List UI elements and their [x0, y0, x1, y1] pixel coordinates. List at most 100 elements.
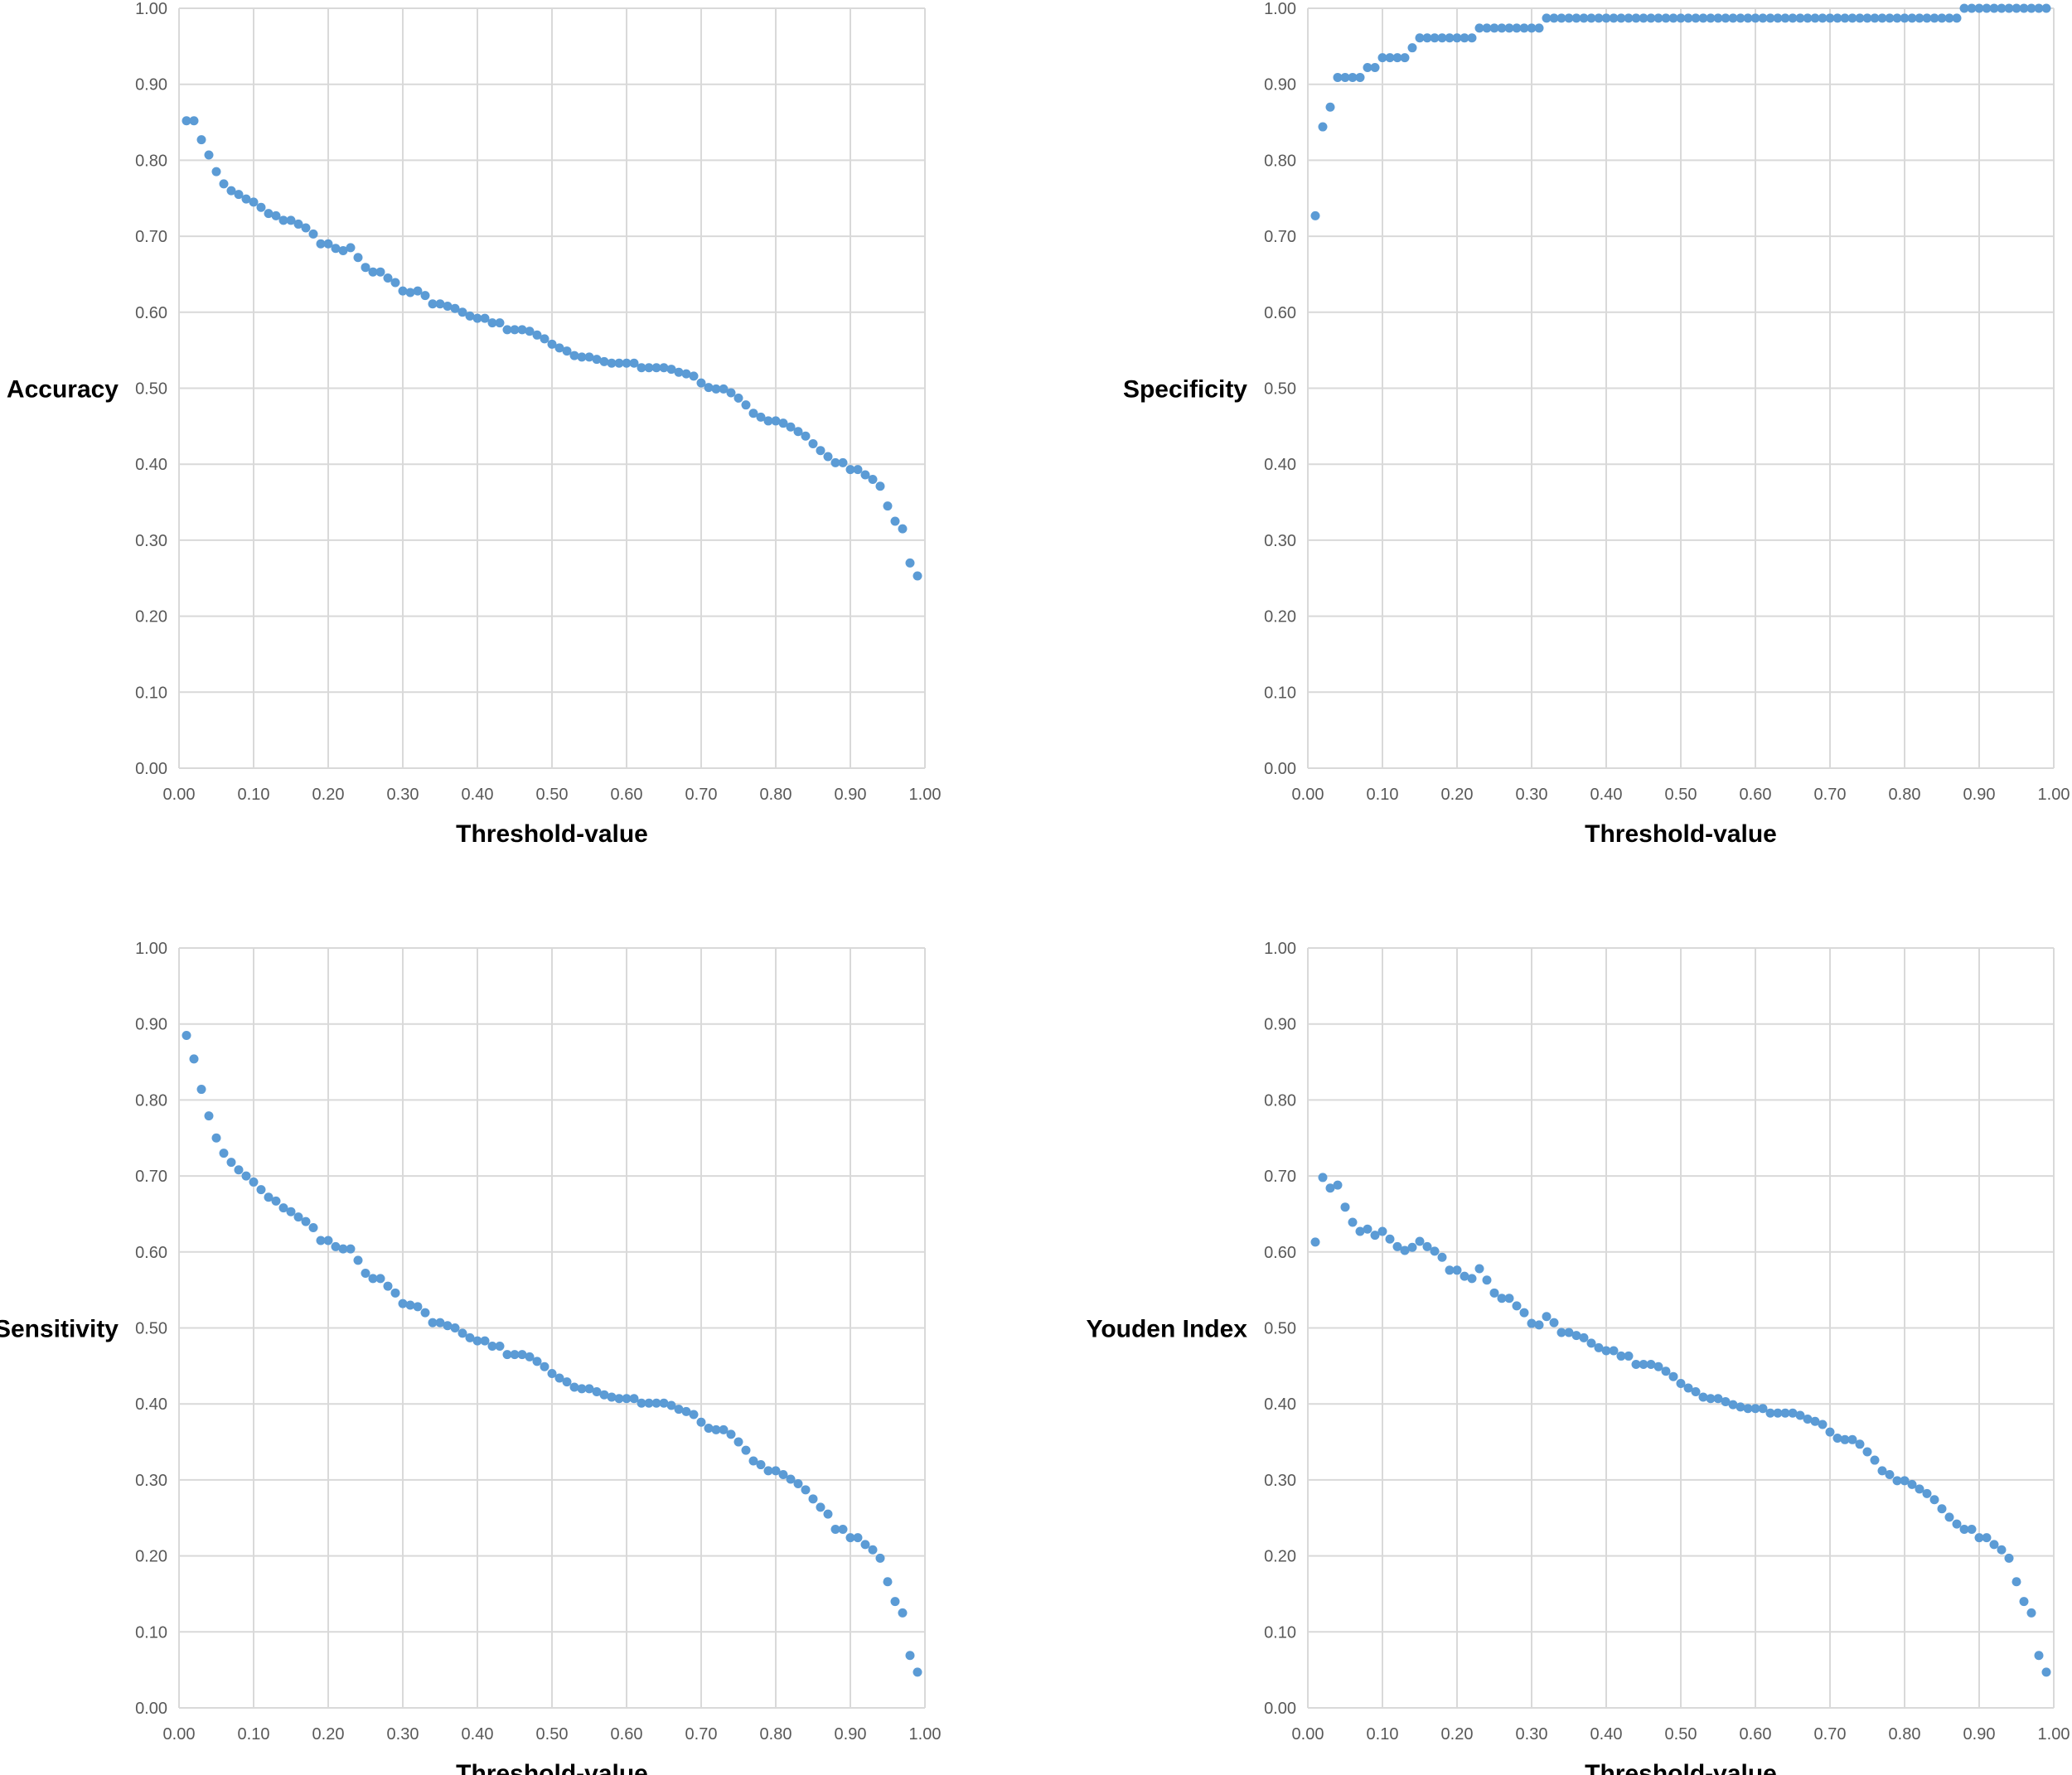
data-point [1661, 13, 1671, 23]
data-point [353, 253, 363, 263]
data-point [368, 267, 378, 277]
data-point [525, 1352, 535, 1361]
data-point [487, 1342, 497, 1352]
data-point [1512, 23, 1522, 33]
y-tick-label: 1.00 [135, 940, 167, 958]
data-point [361, 263, 370, 273]
data-point [2034, 3, 2044, 13]
data-point [1944, 13, 1954, 23]
data-point [1698, 1392, 1708, 1402]
data-point [1736, 1402, 1745, 1412]
y-tick-label: 1.00 [135, 0, 167, 18]
y-tick-label: 0.20 [1264, 608, 1296, 626]
data-point [1318, 1173, 1328, 1183]
data-point [1430, 33, 1440, 43]
data-point [346, 243, 356, 253]
data-point [383, 1281, 393, 1291]
data-point [845, 465, 855, 475]
data-point [741, 1445, 751, 1455]
data-point [592, 1387, 602, 1397]
y-tick-label: 1.00 [1264, 0, 1296, 18]
x-tick-label: 0.60 [1740, 786, 1772, 804]
data-point [540, 1361, 549, 1371]
y-tick-label: 0.40 [135, 456, 167, 474]
data-point [1616, 1351, 1626, 1361]
data-point [1527, 1318, 1537, 1328]
data-point [1482, 23, 1492, 33]
x-tick-label: 0.50 [536, 786, 569, 804]
data-point [204, 150, 214, 160]
data-point [1348, 1217, 1358, 1227]
data-point [413, 286, 423, 296]
data-point [644, 1398, 654, 1408]
data-point [1624, 13, 1634, 23]
data-point [845, 1533, 855, 1543]
data-point [435, 1318, 445, 1328]
data-point [383, 273, 393, 283]
data-point [1310, 210, 1320, 220]
y-tick-label: 0.30 [1264, 532, 1296, 550]
x-tick-label: 0.80 [1889, 786, 1921, 804]
y-tick-label: 0.80 [135, 152, 167, 170]
data-point [1795, 13, 1805, 23]
data-point [301, 223, 311, 233]
data-point [1340, 72, 1350, 82]
data-point [1400, 1245, 1410, 1255]
data-point [1586, 1338, 1596, 1348]
data-point [502, 325, 512, 335]
data-point [457, 307, 467, 317]
y-tick-label: 0.30 [135, 1472, 167, 1490]
data-point [1810, 1416, 1820, 1426]
y-tick-label: 0.50 [1264, 1320, 1296, 1338]
x-tick-label: 0.50 [1665, 1725, 1697, 1744]
data-point [234, 1165, 244, 1175]
data-point [1706, 13, 1716, 23]
data-point [1855, 13, 1865, 23]
data-point [1765, 13, 1775, 23]
y-tick-label: 0.20 [135, 608, 167, 626]
data-point [1750, 1404, 1760, 1414]
data-point [1997, 1545, 2007, 1555]
data-point [2011, 3, 2021, 13]
y-tick-label: 0.10 [135, 684, 167, 702]
data-point [1765, 1408, 1775, 1418]
data-point [830, 1525, 840, 1535]
data-point [651, 363, 661, 373]
x-tick-label: 1.00 [909, 1725, 942, 1744]
data-point [1601, 1346, 1611, 1356]
data-point [614, 1394, 624, 1404]
data-point [1415, 1236, 1425, 1246]
y-tick-label: 0.40 [1264, 456, 1296, 474]
y-tick-label: 0.70 [1264, 1168, 1296, 1186]
data-point [1959, 3, 1969, 13]
y-tick-label: 0.00 [1264, 760, 1296, 778]
data-point [1818, 13, 1828, 23]
data-point [547, 1369, 557, 1379]
data-point [271, 210, 281, 220]
data-point [1363, 63, 1372, 73]
data-point [1422, 33, 1432, 43]
x-tick-label: 0.70 [1814, 786, 1847, 804]
data-point [883, 1577, 893, 1587]
data-point [1489, 1288, 1499, 1298]
data-point [1736, 13, 1745, 23]
data-point [1721, 1396, 1731, 1406]
data-point [316, 1236, 326, 1245]
data-point [1818, 1420, 1828, 1429]
data-point [823, 452, 833, 462]
data-point [353, 1255, 363, 1265]
data-point [890, 1597, 900, 1607]
data-point [1683, 13, 1693, 23]
data-point [1445, 33, 1455, 43]
data-point [1646, 13, 1656, 23]
data-point [2041, 3, 2051, 13]
data-point [719, 384, 729, 394]
y-axis-label: Sensitivity [0, 1316, 119, 1343]
x-tick-label: 0.30 [1516, 786, 1548, 804]
data-point [1452, 1265, 1462, 1275]
data-point [1676, 1378, 1686, 1388]
data-point [1609, 1346, 1619, 1356]
data-point [622, 1394, 632, 1404]
data-point [1788, 13, 1798, 23]
data-point [1937, 1504, 1947, 1514]
